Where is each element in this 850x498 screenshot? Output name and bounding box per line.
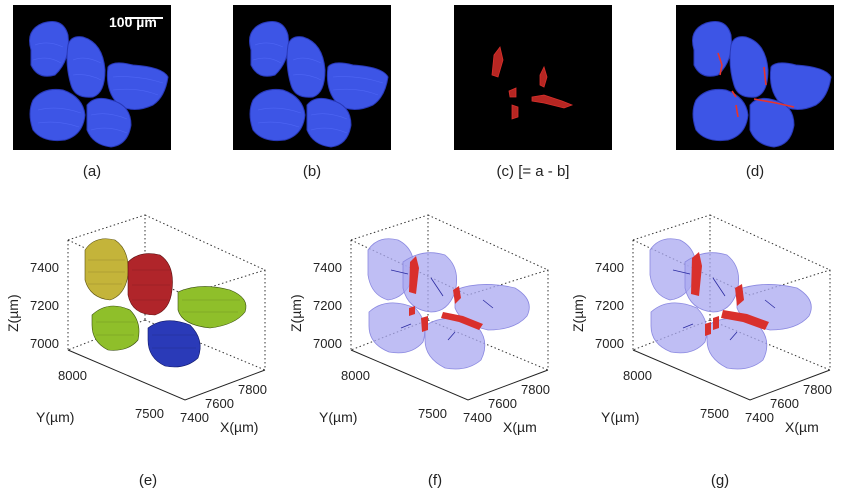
- y-ticks-g: 8000 7500: [623, 368, 729, 421]
- y-axis-label: Y(µm): [319, 409, 357, 425]
- x-tick: 7400: [745, 410, 774, 425]
- caption-c: (c) [= a - b]: [496, 163, 570, 180]
- y-tick: 7500: [700, 406, 729, 421]
- z-tick: 7000: [30, 336, 59, 351]
- grain-2: [729, 36, 769, 98]
- transparent-grains-f: [367, 238, 530, 370]
- y-tick: 7500: [135, 406, 164, 421]
- y-tick: 8000: [58, 368, 87, 383]
- caption-e: (e): [138, 472, 158, 489]
- x-tick: 7800: [803, 382, 832, 397]
- z-axis-label: Z(µm): [5, 294, 21, 332]
- z-tick: 7200: [595, 298, 624, 313]
- z-tick: 7400: [313, 260, 342, 275]
- grain-3: [326, 62, 389, 110]
- panel-d-image: [692, 21, 832, 148]
- grain-3: [769, 62, 832, 110]
- panel-c: [454, 5, 612, 150]
- z-axis-label: Z(µm): [570, 294, 586, 332]
- transparent-grains-g: [649, 238, 812, 370]
- plot-e: 7400 7200 7000 Z(µm) 8000 7500 Y(µm) 740…: [5, 214, 267, 435]
- grain-4: [249, 89, 306, 141]
- x-axis-label: X(µm: [503, 419, 537, 435]
- boundary-2: [539, 65, 548, 88]
- z-axis-label: Z(µm): [288, 294, 304, 332]
- boundary-4: [508, 87, 517, 98]
- z-ticks-f: 7400 7200 7000: [313, 260, 342, 351]
- panel-a: 100 µm: [13, 5, 171, 150]
- grain-2: [286, 36, 326, 98]
- caption-d: (d): [745, 163, 765, 180]
- z-ticks-e: 7400 7200 7000: [30, 260, 59, 351]
- z-tick: 7000: [313, 336, 342, 351]
- caption-g: (g): [710, 472, 730, 489]
- boundary-overlay: [717, 52, 795, 118]
- y-tick: 7500: [418, 406, 447, 421]
- z-tick: 7400: [595, 260, 624, 275]
- mesh-grain-green-right: [177, 286, 247, 329]
- grain-4: [692, 89, 749, 141]
- axis-lines-g: [632, 349, 831, 401]
- boundary-5: [511, 104, 519, 120]
- plot-f: 7400 7200 7000 Z(µm) 8000 7500 Y(µm) 740…: [288, 214, 550, 435]
- grain-3: [106, 62, 169, 110]
- boundaries-g: [691, 252, 769, 336]
- panel-b: [233, 5, 391, 150]
- panel-d: [676, 5, 834, 150]
- x-tick: 7600: [770, 396, 799, 411]
- mesh-grain-yellow: [84, 238, 129, 301]
- panel-a-image: [29, 21, 169, 148]
- axis-lines-e: [67, 349, 266, 401]
- z-tick: 7200: [313, 298, 342, 313]
- y-ticks-e: 8000 7500: [58, 368, 164, 421]
- x-tick: 7400: [463, 410, 492, 425]
- x-ticks-f: 7400 7600 7800: [463, 382, 550, 425]
- plot-g: 7400 7200 7000 Z(µm) 8000 7500 Y(µm) 740…: [570, 214, 832, 435]
- y-tick: 8000: [341, 368, 370, 383]
- x-tick: 7600: [205, 396, 234, 411]
- grain-5: [749, 97, 795, 148]
- mesh-grains-e: [84, 238, 247, 368]
- y-ticks-f: 8000 7500: [341, 368, 447, 421]
- boundary-1: [491, 46, 504, 78]
- boundaries-f: [409, 256, 483, 332]
- scale-bar-label: 100 µm: [109, 14, 157, 30]
- y-tick: 8000: [623, 368, 652, 383]
- x-ticks-e: 7400 7600 7800: [180, 382, 267, 425]
- x-axis-label: X(µm: [785, 419, 819, 435]
- grain-2: [66, 36, 106, 98]
- caption-b: (b): [302, 163, 322, 180]
- caption-f: (f): [427, 472, 443, 489]
- y-axis-label: Y(µm): [36, 409, 74, 425]
- z-tick: 7200: [30, 298, 59, 313]
- grain-1: [249, 21, 289, 77]
- x-tick: 7400: [180, 410, 209, 425]
- grain-5: [306, 97, 352, 148]
- grain-4: [29, 89, 86, 141]
- z-ticks-g: 7400 7200 7000: [595, 260, 624, 351]
- x-tick: 7600: [488, 396, 517, 411]
- axis-lines-f: [350, 349, 549, 401]
- scale-bar: [125, 17, 163, 19]
- z-tick: 7000: [595, 336, 624, 351]
- x-axis-label: X(µm): [220, 419, 258, 435]
- mesh-grain-green-left: [91, 305, 140, 351]
- mesh-grain-red: [127, 253, 173, 316]
- boundary-3: [531, 94, 574, 109]
- grain-1: [29, 21, 69, 77]
- caption-a: (a): [82, 163, 102, 180]
- y-axis-label: Y(µm): [601, 409, 639, 425]
- mesh-grain-blue: [147, 320, 201, 368]
- panel-c-image: [491, 46, 574, 120]
- x-tick: 7800: [238, 382, 267, 397]
- x-tick: 7800: [521, 382, 550, 397]
- panel-b-image: [249, 21, 389, 148]
- x-ticks-g: 7400 7600 7800: [745, 382, 832, 425]
- z-tick: 7400: [30, 260, 59, 275]
- grain-1: [692, 21, 732, 77]
- grain-5: [86, 97, 132, 148]
